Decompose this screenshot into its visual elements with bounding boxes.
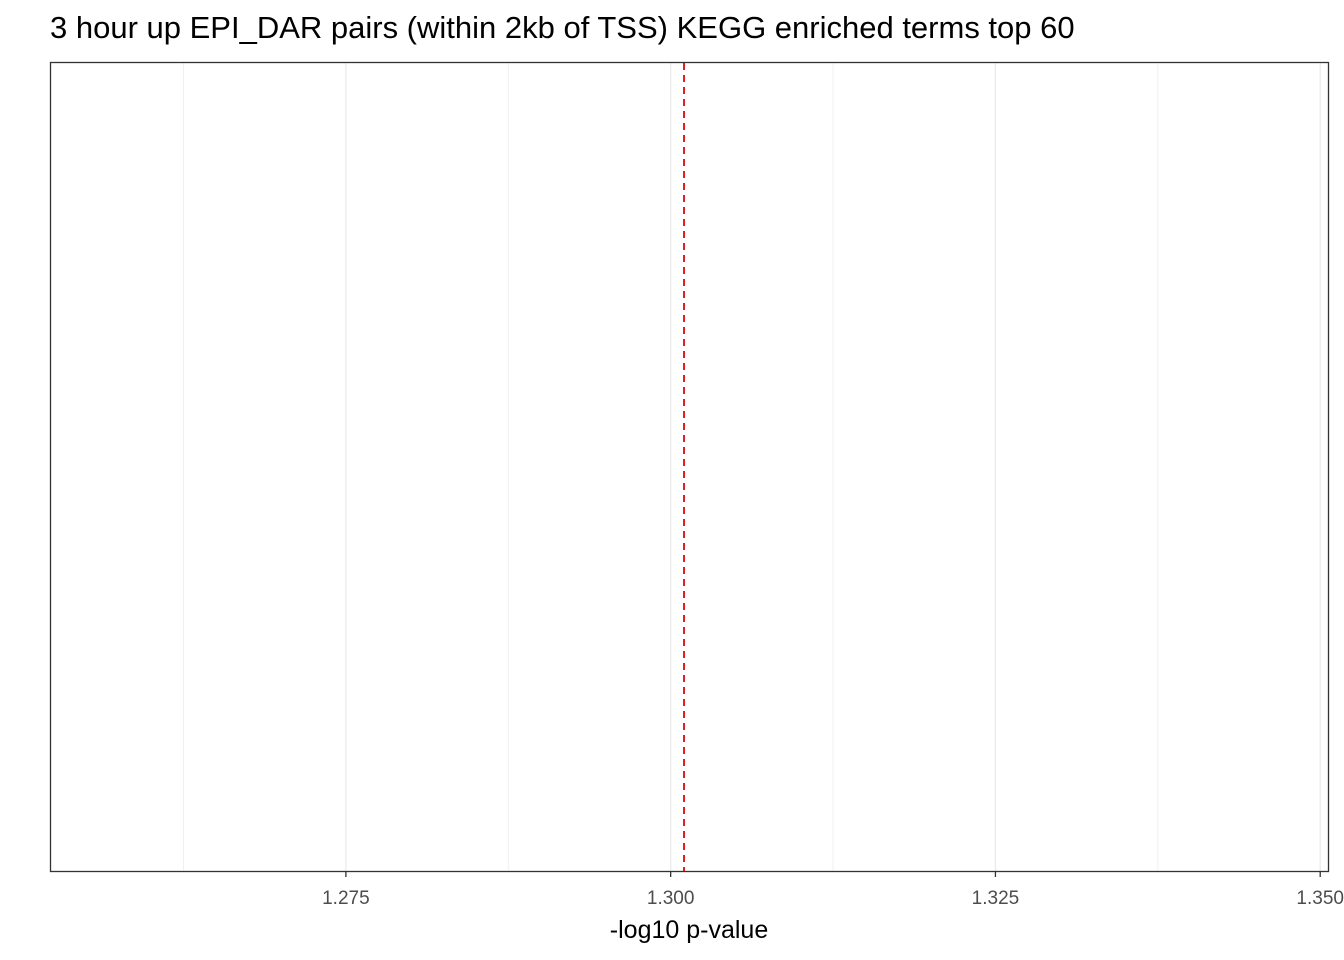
chart-title: 3 hour up EPI_DAR pairs (within 2kb of T…	[50, 10, 1075, 45]
x-tick-label-2: 1.325	[972, 888, 1020, 909]
x-axis-ticks: 1.275 1.300 1.325 1.350	[322, 871, 1344, 909]
x-axis-title: -log10 p-value	[610, 916, 768, 944]
plot-panel-border	[49, 61, 1330, 873]
x-tick-label-0: 1.275	[322, 888, 370, 909]
grid-layer	[183, 63, 1321, 871]
x-tick-label-1: 1.300	[647, 888, 695, 909]
x-tick-label-3: 1.350	[1296, 888, 1344, 909]
